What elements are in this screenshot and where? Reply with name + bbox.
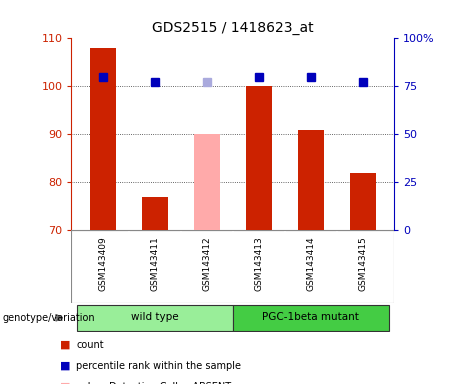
Title: GDS2515 / 1418623_at: GDS2515 / 1418623_at [152, 21, 313, 35]
Text: ■: ■ [60, 361, 71, 371]
Text: GSM143412: GSM143412 [202, 236, 211, 291]
Text: count: count [76, 339, 104, 350]
Text: GSM143409: GSM143409 [98, 236, 107, 291]
Bar [246, 86, 272, 230]
Text: GSM143415: GSM143415 [358, 236, 367, 291]
Text: value, Detection Call = ABSENT: value, Detection Call = ABSENT [76, 382, 231, 384]
Text: ■: ■ [60, 382, 71, 384]
Text: GSM143413: GSM143413 [254, 236, 263, 291]
Text: GSM143411: GSM143411 [150, 236, 159, 291]
Text: ■: ■ [60, 339, 71, 350]
Bar [194, 134, 220, 230]
Bar [90, 48, 116, 230]
Text: wild type: wild type [131, 312, 178, 322]
Bar [233, 305, 389, 331]
Bar [142, 197, 168, 230]
Text: genotype/variation: genotype/variation [2, 313, 95, 323]
Bar [350, 173, 376, 230]
Bar [298, 129, 324, 230]
Text: percentile rank within the sample: percentile rank within the sample [76, 361, 241, 371]
Text: GSM143414: GSM143414 [307, 236, 315, 291]
Text: PGC-1beta mutant: PGC-1beta mutant [262, 312, 359, 322]
Bar [77, 305, 233, 331]
